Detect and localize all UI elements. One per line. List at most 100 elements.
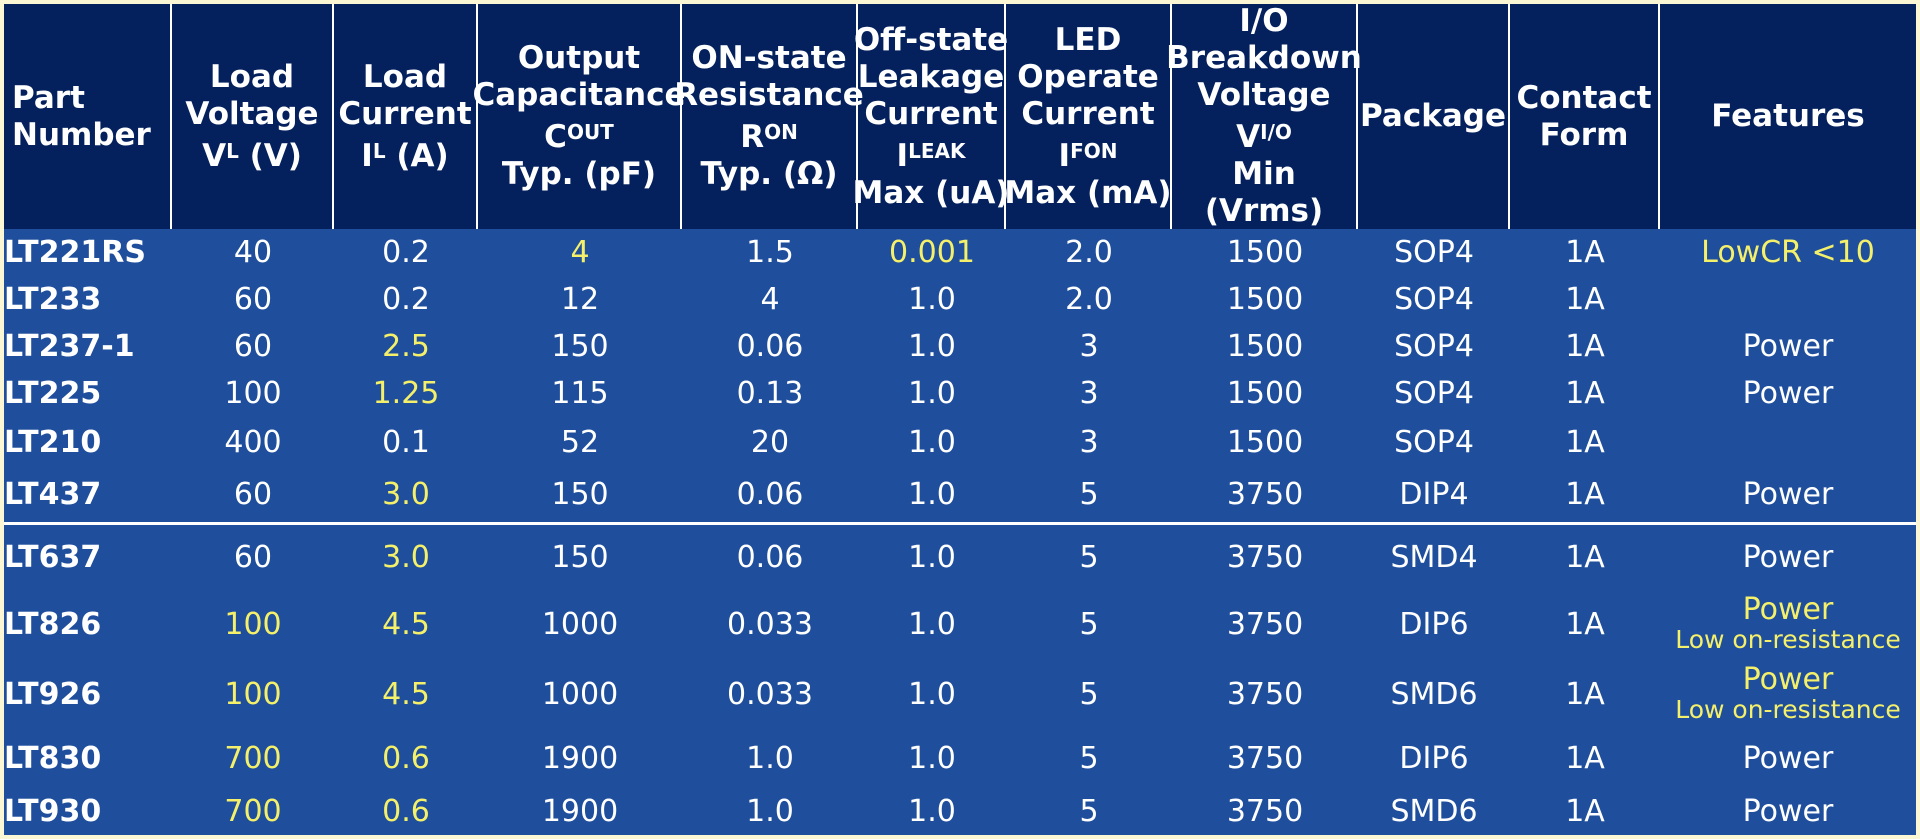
header-breakdown: I/O Breakdown Voltage VI/O Min (Vrms) (1166, 3, 1362, 229)
cell-output_capacitance: 52 (560, 424, 600, 460)
header-leakage: Off-state Leakage Current ILEAK Max (uA) (853, 4, 1009, 229)
header-breakdown-line: Voltage (1197, 77, 1330, 114)
cell-output_capacitance: 1900 (541, 793, 619, 829)
header-subscript: L (372, 138, 386, 163)
cell-breakdown: 1500 (1226, 282, 1304, 317)
header-text: Current (864, 95, 998, 132)
cell-part: LT930 (4, 793, 102, 829)
cell-on_resistance: 20 (750, 424, 790, 460)
header-subscript: ON (764, 120, 798, 144)
cell-breakdown: 1500 (1226, 329, 1304, 364)
table-row: LT210 400 0.1 52 20 1.0 3 1500 SOP4 1A (4, 417, 1916, 467)
cell-load_current: 0.1 (382, 424, 430, 460)
cell-output_capacitance: 12 (560, 282, 600, 317)
header-contact-line: Contact (1516, 80, 1651, 117)
header-text: Number (12, 116, 151, 153)
header-breakdown-line: I/O (1239, 3, 1288, 40)
cell-on_resistance: 1.5 (746, 235, 794, 270)
cell-contact: 1A (1565, 376, 1605, 411)
table-row: LT233 60 0.2 12 4 1.0 2.0 1500 SOP4 1A (4, 276, 1916, 323)
header-leakage-line: Max (uA) (853, 175, 1010, 212)
header-output_capacitance-line: Capacitance (473, 77, 686, 114)
cell-features: Power (1660, 467, 1916, 522)
cell-output_capacitance: 1900 (541, 740, 619, 776)
cell-package: SMD6 (1390, 793, 1478, 829)
header-text: Max (mA) (1004, 174, 1172, 211)
cell-load_voltage: 700 (224, 740, 282, 776)
header-leakage-line: Leakage (858, 59, 1004, 96)
cell-contact: 1A (1565, 539, 1605, 575)
header-text: Voltage (1197, 77, 1331, 113)
header-load_current: Load Current IL (A) (334, 4, 478, 229)
header-text: (Vrms) (1204, 193, 1324, 229)
header-text: Typ. (pF) (501, 156, 657, 192)
cell-load_current: 4.5 (382, 676, 430, 712)
cell-on_resistance: 1.0 (746, 740, 794, 776)
cell-on_resistance: 4 (760, 282, 780, 317)
cell-contact: 1A (1565, 424, 1605, 460)
header-text: Load (209, 58, 295, 95)
feature-text: Power (1742, 539, 1834, 575)
header-on_resistance-line: RON (740, 114, 798, 156)
cell-part: LT221RS (4, 235, 146, 270)
table-row: LT830 700 0.6 1900 1.0 1.0 5 3750 DIP6 1A Power (4, 729, 1916, 787)
cell-output_capacitance: 150 (551, 539, 609, 575)
cell-output_capacitance: 150 (551, 477, 609, 512)
header-subscript: OUT (566, 120, 614, 144)
cell-package: DIP4 (1399, 477, 1469, 512)
header-text: V (1236, 119, 1261, 155)
cell-part: LT210 (4, 424, 102, 460)
cell-part: LT926 (4, 676, 102, 712)
cell-load_voltage: 60 (233, 329, 273, 364)
cell-leakage: 1.0 (908, 376, 956, 411)
header-text: Min (1232, 156, 1296, 192)
cell-on_resistance: 0.033 (727, 606, 813, 642)
cell-leakage: 1.0 (908, 606, 956, 642)
cell-leakage: 1.0 (908, 477, 956, 512)
header-part: Part Number (4, 4, 172, 229)
header-leakage-line: Current (864, 96, 997, 133)
header-text: I (361, 137, 373, 174)
cell-load_current: 1.25 (372, 376, 440, 411)
header-text: Package (1360, 98, 1506, 134)
header-features: Features (1660, 4, 1916, 229)
cell-leakage: 1.0 (908, 424, 956, 460)
cell-part: LT830 (4, 740, 102, 776)
table-row: LT930 700 0.6 1900 1.0 1.0 5 3750 SMD6 1A Power (4, 787, 1916, 835)
feature-text: Power (1742, 376, 1834, 411)
cell-on_resistance: 0.06 (736, 539, 804, 575)
cell-led_current: 5 (1079, 676, 1099, 712)
header-text: Breakdown (1166, 40, 1362, 76)
cell-breakdown: 3750 (1226, 606, 1304, 642)
cell-output_capacitance: 1000 (541, 676, 619, 712)
feature-text: Power (1742, 329, 1834, 364)
table-body (4, 229, 1916, 835)
header-text: Output (517, 40, 641, 76)
cell-package: SMD6 (1390, 676, 1478, 712)
cell-part: LT637 (4, 539, 102, 575)
header-text: Form (1539, 116, 1629, 153)
table-row: LT826 100 4.5 1000 0.033 1.0 5 3750 DIP6 1A Power L… (4, 589, 1916, 659)
cell-led_current: 5 (1079, 793, 1099, 829)
cell-led_current: 5 (1079, 740, 1099, 776)
cell-package: SOP4 (1394, 376, 1474, 411)
header-part-line: Number (12, 117, 151, 154)
header-text: LED (1054, 21, 1122, 58)
cell-load_voltage: 60 (233, 539, 273, 575)
table-row: LT926 100 4.5 1000 0.033 1.0 5 3750 SMD6 1A Power L… (4, 659, 1916, 729)
header-text: Operate (1017, 58, 1159, 95)
cell-features: Power (1660, 525, 1916, 589)
header-package-line: Package (1360, 98, 1506, 135)
header-text: Current (1021, 95, 1155, 132)
header-text: C (544, 119, 567, 155)
cell-part: LT233 (4, 282, 102, 317)
cell-led_current: 5 (1079, 606, 1099, 642)
cell-load_voltage: 60 (233, 282, 273, 317)
cell-breakdown: 1500 (1226, 424, 1304, 460)
cell-load_voltage: 100 (224, 676, 282, 712)
header-load_voltage-line: Voltage (185, 96, 318, 133)
header-text: Resistance (674, 77, 864, 113)
cell-package: SOP4 (1394, 235, 1474, 270)
header-led_current: LED Operate Current IFON Max (mA) (1004, 4, 1172, 229)
header-text: I (1058, 137, 1071, 174)
